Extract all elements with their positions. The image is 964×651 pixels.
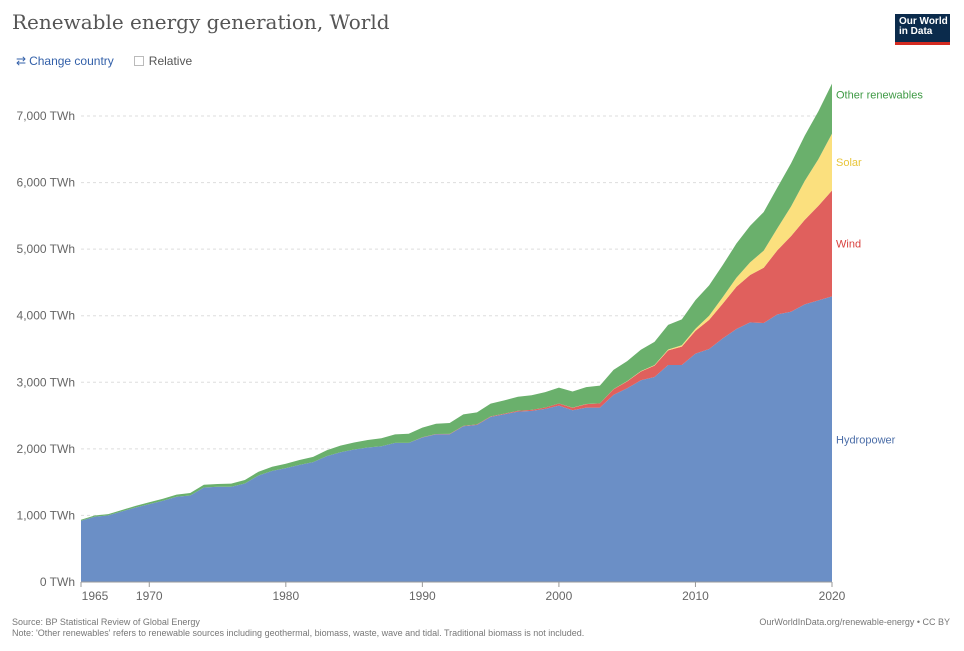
change-country-button[interactable]: ⇄ Change country: [16, 54, 114, 68]
y-tick-label: 6,000 TWh: [17, 176, 75, 190]
series-label-solar: Solar: [836, 157, 862, 169]
change-country-label: Change country: [29, 54, 114, 68]
y-axis: 0 TWh 1,000 TWh 2,000 TWh 3,000 TWh 4,000 TW…: [17, 109, 75, 589]
x-tick-label: 2000: [546, 589, 573, 603]
relative-toggle[interactable]: Relative: [133, 54, 193, 68]
footer-url[interactable]: OurWorldInData.org/renewable-energy • CC…: [759, 617, 950, 627]
logo-line-2: in Data: [899, 26, 933, 37]
area-wind: [81, 190, 832, 521]
x-tick-label: 1980: [272, 589, 299, 603]
owid-logo[interactable]: Our World in Data: [895, 14, 950, 45]
x-axis: 1965 1970 1980 1990 2000 2010 2020: [80, 581, 846, 603]
area-chart: 0 TWh 1,000 TWh 2,000 TWh 3,000 TWh 4,000 TW…: [17, 83, 923, 603]
stacked-areas: [81, 83, 832, 582]
y-tick-label: 7,000 TWh: [17, 109, 75, 123]
footer-notes: Source: BP Statistical Review of Global …: [12, 617, 584, 639]
area-hydropower: [81, 296, 832, 582]
y-tick-label: 1,000 TWh: [17, 508, 75, 522]
series-labels: Hydropower Wind Solar Other renewables: [836, 89, 923, 446]
swap-arrows-icon: ⇄: [16, 54, 27, 68]
y-tick-label: 5,000 TWh: [17, 242, 75, 256]
chart-controls: ⇄ Change country Relative: [16, 54, 192, 68]
chart-title: Renewable energy generation, World: [12, 10, 390, 34]
source-note: Source: BP Statistical Review of Global …: [12, 617, 200, 627]
y-tick-label: 4,000 TWh: [17, 309, 75, 323]
x-tick-label: 1970: [136, 589, 163, 603]
y-tick-label: 3,000 TWh: [17, 375, 75, 389]
y-tick-label: 0 TWh: [40, 575, 75, 589]
relative-checkbox[interactable]: [133, 56, 144, 66]
x-tick-label: 2010: [682, 589, 709, 603]
y-tick-label: 2,000 TWh: [17, 442, 75, 456]
x-tick-label: 1965: [82, 589, 109, 603]
x-tick-label: 1990: [409, 589, 436, 603]
logo-line-1: Our World: [899, 16, 948, 27]
x-tick-label: 2020: [819, 589, 846, 603]
relative-label: Relative: [148, 54, 193, 68]
series-label-hydropower: Hydropower: [836, 435, 896, 447]
series-label-wind: Wind: [836, 238, 861, 250]
series-label-other-renewables: Other renewables: [836, 89, 923, 101]
footnote: Note: 'Other renewables' refers to renew…: [12, 628, 585, 638]
